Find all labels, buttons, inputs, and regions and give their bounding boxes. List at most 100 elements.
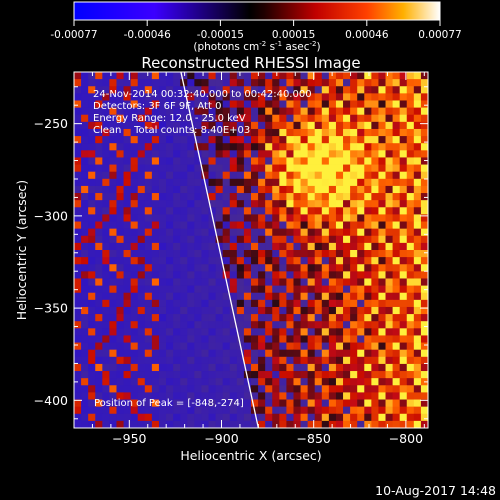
heatmap-cell [357, 121, 365, 130]
heatmap-cell [222, 164, 231, 173]
heatmap-cell [420, 371, 428, 379]
heatmap-cell [173, 321, 181, 329]
heatmap-cell [350, 207, 358, 215]
heatmap-cell [116, 193, 124, 201]
heatmap-cell [392, 406, 401, 415]
heatmap-cell [130, 185, 139, 194]
heatmap-cell [95, 413, 103, 422]
heatmap-cell [123, 250, 132, 258]
heatmap-cell [166, 150, 174, 158]
heatmap-cell [258, 285, 266, 294]
heatmap-cell [123, 235, 132, 244]
heatmap-cell [243, 292, 252, 301]
heatmap-cell [222, 107, 231, 116]
heatmap-cell [236, 335, 245, 343]
heatmap-cell [229, 378, 238, 386]
heatmap-cell [343, 385, 351, 393]
heatmap-cell [385, 257, 393, 265]
heatmap-cell [102, 356, 110, 365]
heatmap-cell [314, 356, 323, 365]
heatmap-cell [413, 342, 422, 351]
heatmap-cell [265, 128, 273, 137]
heatmap-cell [378, 150, 386, 158]
heatmap-cell [371, 406, 379, 415]
heatmap-cell [307, 214, 316, 222]
heatmap-cell [392, 413, 401, 422]
heatmap-cell [229, 299, 238, 308]
heatmap-cell [158, 207, 167, 215]
heatmap-cell [215, 128, 224, 137]
heatmap-cell [144, 285, 153, 294]
heatmap-cell [74, 143, 82, 151]
heatmap-cell [357, 321, 365, 329]
heatmap-cell [265, 250, 273, 258]
heatmap-cell [293, 114, 301, 123]
heatmap-cell [151, 314, 160, 322]
heatmap-cell [392, 257, 401, 265]
heatmap-cell [243, 306, 252, 315]
heatmap-cell [109, 72, 117, 80]
annotation-energy: Energy Range: 12.0 - 25.0 keV [93, 113, 246, 124]
heatmap-cell [364, 299, 372, 308]
heatmap-cell [357, 314, 365, 322]
heatmap-cell [335, 371, 344, 379]
heatmap-cell [399, 371, 408, 379]
heatmap-cell [88, 285, 96, 294]
heatmap-cell [158, 342, 167, 351]
heatmap-cell [222, 128, 231, 137]
heatmap-cell [286, 299, 294, 308]
heatmap-cell [251, 356, 259, 365]
heatmap-cell [243, 257, 252, 265]
heatmap-cell [180, 349, 188, 358]
heatmap-cell [265, 378, 273, 386]
heatmap-cell [158, 157, 167, 165]
heatmap-cell [74, 399, 82, 408]
heatmap-cell [413, 413, 422, 422]
heatmap-cell [187, 378, 195, 386]
heatmap-cell [137, 193, 146, 201]
heatmap-cell [236, 420, 245, 428]
heatmap-cell [420, 193, 428, 201]
heatmap-cell [201, 107, 209, 116]
heatmap-cell [343, 378, 351, 386]
heatmap-cell [222, 335, 231, 343]
heatmap-cell [378, 264, 386, 272]
heatmap-cell [215, 406, 224, 415]
heatmap-cell [385, 371, 393, 379]
heatmap-cell [399, 335, 408, 343]
heatmap-cell [392, 93, 401, 101]
heatmap-cell [357, 200, 365, 208]
heatmap-cell [102, 285, 110, 294]
heatmap-cell [378, 235, 386, 244]
heatmap-cell [123, 363, 132, 372]
heatmap-cell [300, 164, 309, 173]
heatmap-cell [279, 363, 287, 372]
heatmap-cell [236, 413, 245, 422]
heatmap-cell [343, 299, 351, 308]
heatmap-cell [265, 221, 273, 230]
heatmap-cell [116, 299, 124, 308]
heatmap-cell [406, 292, 415, 301]
heatmap-cell [399, 72, 408, 80]
heatmap-cell [151, 399, 160, 408]
heatmap-cell [357, 250, 365, 258]
heatmap-cell [413, 207, 422, 215]
heatmap-cell [180, 342, 188, 351]
heatmap-cell [88, 228, 96, 237]
heatmap-cell [399, 100, 408, 108]
heatmap-cell [180, 100, 188, 108]
heatmap-cell [364, 150, 372, 158]
heatmap-cell [229, 100, 238, 108]
heatmap-cell [130, 399, 139, 408]
heatmap-cell [399, 235, 408, 244]
heatmap-cell [187, 250, 195, 258]
heatmap-cell [123, 107, 132, 116]
heatmap-cell [378, 257, 386, 265]
heatmap-cell [81, 235, 89, 244]
heatmap-cell [364, 143, 372, 151]
annotation-time-range: 24-Nov-2014 00:32:40.000 to 00:42:40.000 [93, 89, 312, 100]
heatmap-cell [123, 328, 132, 336]
heatmap-cell [343, 157, 351, 165]
heatmap-cell [272, 250, 280, 258]
heatmap-cell [272, 86, 280, 94]
